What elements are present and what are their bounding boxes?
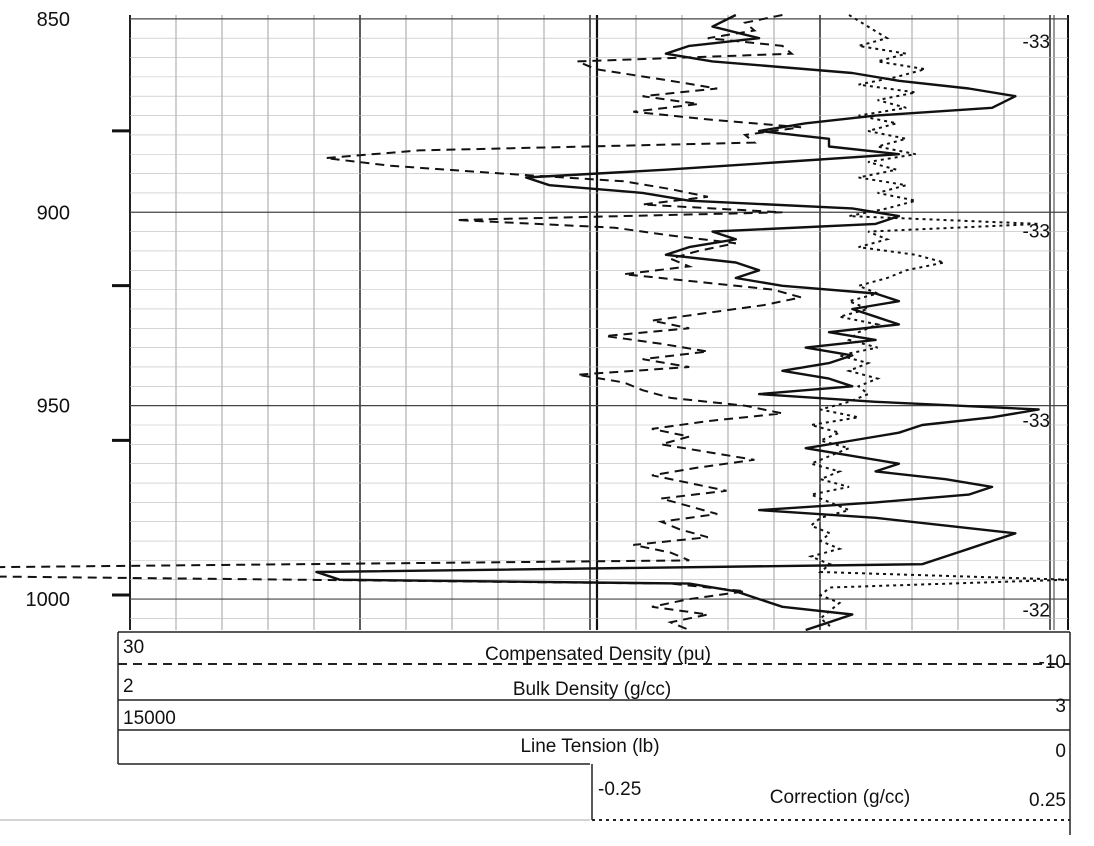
depth-tick-label: 950 <box>37 396 70 418</box>
track-header: 30 Compensated Density (pu) -10 2 Bulk D… <box>0 631 1071 835</box>
track2-left-value: 2 <box>123 676 134 697</box>
depth-tick-label: 1000 <box>26 589 71 611</box>
bulk-density-curve <box>0 14 802 631</box>
right-track-label: -33 <box>1023 32 1050 53</box>
depth-tick-label: 900 <box>37 202 70 224</box>
track4-right-value: 0.25 <box>1029 790 1066 811</box>
curves <box>0 13 1069 632</box>
track2-right-value: 3 <box>1055 696 1066 717</box>
track3-right-value: 0 <box>1055 741 1066 762</box>
right-track-label: -32 <box>1023 601 1050 622</box>
track4-left-value: -0.25 <box>598 779 641 800</box>
right-track-labels: -33 -33 -33 -32 <box>1023 32 1050 622</box>
track1-title: Compensated Density (pu) <box>485 644 711 665</box>
track3-left-value: 15000 <box>123 708 176 729</box>
track1-left-value: 30 <box>123 637 144 658</box>
right-track-label: -33 <box>1023 411 1050 432</box>
track1-right-value: -10 <box>1039 652 1066 673</box>
right-track-label: -33 <box>1023 222 1050 243</box>
compensated-density-curve <box>315 13 1040 632</box>
depth-tick-label: 850 <box>37 9 70 31</box>
track4-title: Correction (g/cc) <box>770 787 910 808</box>
track2-title: Bulk Density (g/cc) <box>513 679 671 700</box>
track3-title: Line Tension (lb) <box>520 736 659 757</box>
depth-axis: 850 900 950 1000 <box>26 9 130 611</box>
correction-curve <box>807 14 1069 627</box>
grid <box>129 15 1069 630</box>
